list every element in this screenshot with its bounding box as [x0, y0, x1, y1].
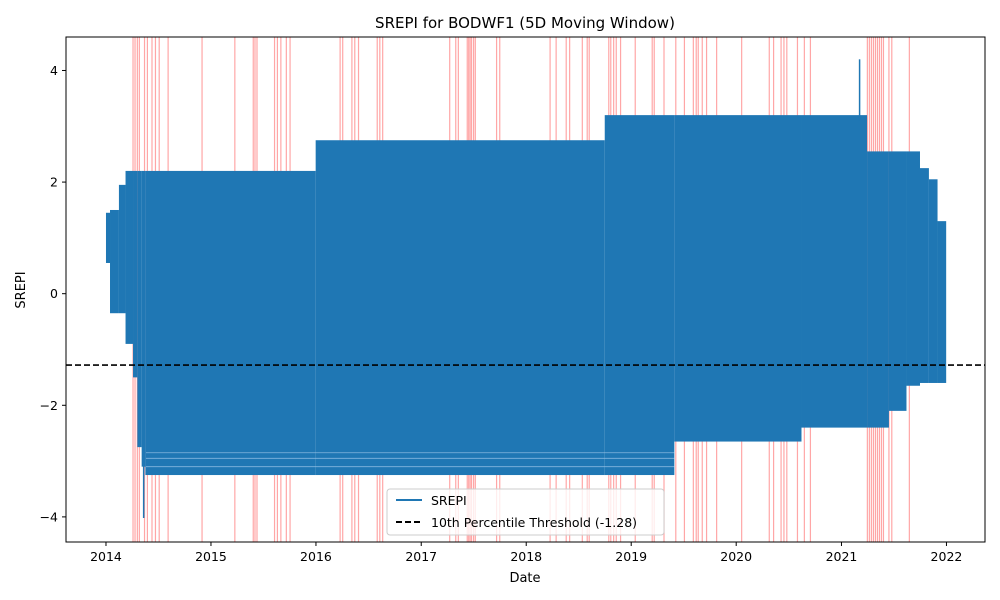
legend: SREPI 10th Percentile Threshold (-1.28): [386, 488, 665, 536]
y-tick-label: −2: [40, 398, 58, 413]
srepi-band-segment: [937, 221, 947, 383]
srepi-band-segment: [867, 151, 889, 428]
y-tick-label: 4: [50, 63, 58, 78]
srepi-band-segment: [141, 170, 146, 467]
y-tick-label: −4: [40, 509, 58, 524]
series-srepi: [105, 59, 947, 519]
y-tick-label: 0: [50, 286, 58, 301]
srepi-band-segment: [137, 170, 142, 448]
y-tick-label: 2: [50, 175, 58, 190]
legend-threshold-label: 10th Percentile Threshold (-1.28): [431, 515, 637, 530]
x-tick-label: 2019: [615, 549, 647, 564]
legend-srepi-label: SREPI: [431, 493, 467, 508]
x-tick-label: 2015: [195, 549, 227, 564]
x-axis: 2014 2015 2016 2017 2018 2019 2020 2021 2022: [90, 542, 962, 564]
x-axis-title: Date: [509, 571, 540, 586]
legend-box: [386, 488, 665, 536]
x-tick-label: 2016: [300, 549, 332, 564]
x-tick-label: 2018: [510, 549, 542, 564]
srepi-band-segment: [919, 168, 929, 383]
srepi-band-segment: [604, 115, 675, 476]
srepi-band-segment: [110, 209, 119, 314]
srepi-band-segment: [133, 170, 138, 378]
srepi-band-segment: [801, 115, 868, 428]
plot-frame: [65, 36, 986, 543]
srepi-band-segment: [118, 184, 126, 314]
chart-title: SREPI for BODWF1 (5D Moving Window): [375, 14, 675, 32]
x-tick-label: 2017: [405, 549, 437, 564]
srepi-band-segment: [145, 170, 316, 476]
srepi-band-segment: [906, 151, 920, 386]
x-tick-label: 2022: [931, 549, 963, 564]
y-axis-title: SREPI: [14, 271, 29, 308]
x-tick-label: 2014: [90, 549, 122, 564]
srepi-band-segment: [888, 151, 907, 411]
srepi-band-segment: [315, 140, 605, 476]
x-tick-label: 2021: [826, 549, 858, 564]
x-tick-label: 2020: [720, 549, 752, 564]
y-axis: −4 −2 0 2 4: [40, 63, 66, 524]
srepi-band-segment: [928, 179, 938, 383]
srepi-band-segment: [674, 115, 802, 442]
plot-area: [66, 37, 985, 542]
srepi-band-segment: [105, 212, 111, 263]
srepi-band-segment: [125, 170, 134, 344]
